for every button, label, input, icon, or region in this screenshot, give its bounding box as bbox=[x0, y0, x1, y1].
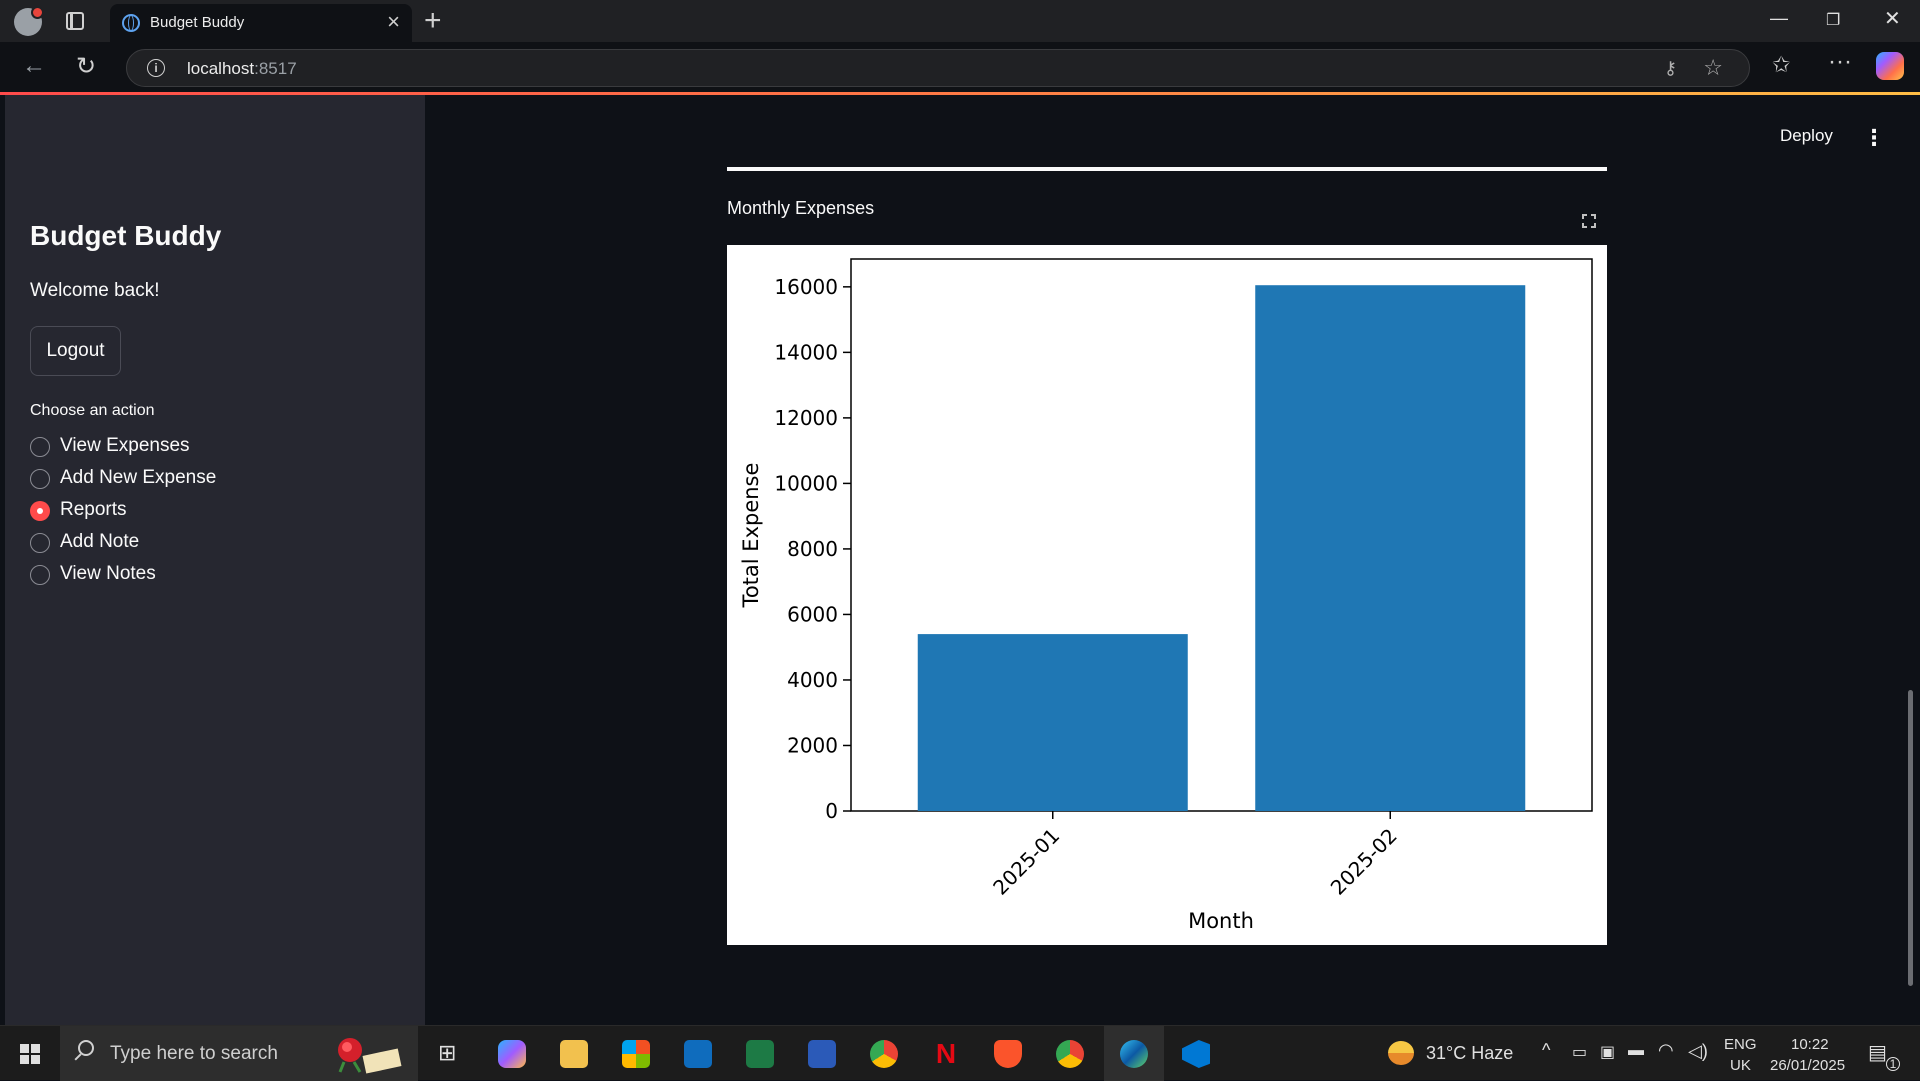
windows-start-icon[interactable] bbox=[20, 1044, 40, 1064]
action-radio-label: Choose an action bbox=[30, 402, 155, 419]
weather-text[interactable]: 31°C Haze bbox=[1426, 1043, 1514, 1063]
copilot-icon[interactable] bbox=[1876, 52, 1904, 80]
word-icon[interactable] bbox=[808, 1040, 836, 1068]
new-tab-icon[interactable]: + bbox=[424, 4, 442, 37]
edge-icon[interactable] bbox=[1120, 1040, 1148, 1068]
chrome-icon[interactable] bbox=[870, 1040, 898, 1068]
notification-icon[interactable]: ▤ bbox=[1868, 1042, 1887, 1064]
tab-close-icon[interactable]: × bbox=[387, 9, 400, 34]
bars bbox=[917, 285, 1526, 811]
welcome-text: Welcome back! bbox=[30, 280, 160, 301]
browser-tab[interactable]: Budget Buddy × bbox=[110, 4, 412, 42]
excel-icon[interactable] bbox=[746, 1040, 774, 1068]
battery-icon[interactable]: ▬ bbox=[1628, 1042, 1644, 1059]
y-tick-label: 8000 bbox=[787, 537, 838, 561]
radio-label: View Notes bbox=[60, 563, 156, 584]
chrome-profile-icon[interactable] bbox=[1056, 1040, 1084, 1068]
radio-button[interactable] bbox=[30, 437, 50, 457]
logout-button[interactable]: Logout bbox=[30, 326, 121, 376]
vscode-icon[interactable] bbox=[1182, 1040, 1210, 1068]
minimize-icon[interactable]: — bbox=[1770, 8, 1788, 28]
microsoft-store-icon[interactable] bbox=[622, 1040, 650, 1068]
language-bottom[interactable]: UK bbox=[1730, 1057, 1751, 1074]
x-tick-label: 2025-01 bbox=[988, 824, 1064, 900]
more-menu-icon[interactable]: ··· bbox=[1828, 48, 1852, 75]
y-tick-label: 10000 bbox=[774, 471, 838, 495]
radio-label: Add New Expense bbox=[60, 467, 217, 488]
radio-label: Add Note bbox=[60, 531, 140, 552]
reload-icon[interactable]: ↻ bbox=[76, 53, 97, 80]
radio-button[interactable] bbox=[30, 469, 50, 489]
chart-caption: Monthly Expenses bbox=[727, 198, 875, 218]
mail-icon[interactable] bbox=[684, 1040, 712, 1068]
taskbar-search-box[interactable]: Type here to search bbox=[60, 1026, 418, 1081]
radio-button[interactable] bbox=[30, 533, 50, 553]
url-input[interactable]: i localhost:8517 ⚷ ☆ bbox=[126, 49, 1750, 87]
expense-bar-chart: 0 2000 4000 6000 8000 10000 12000 14000 16000 20… bbox=[727, 245, 1607, 945]
back-icon[interactable]: ← bbox=[22, 52, 46, 79]
netflix-icon[interactable]: N bbox=[935, 1038, 957, 1069]
radio-button[interactable] bbox=[30, 565, 50, 585]
deploy-button[interactable]: Deploy bbox=[1780, 126, 1833, 145]
bar-2025-02 bbox=[1255, 285, 1526, 811]
radio-label: Reports bbox=[60, 499, 127, 520]
wifi-icon[interactable]: ◠ bbox=[1658, 1040, 1674, 1060]
globe-icon bbox=[122, 14, 140, 32]
y-tick-label: 14000 bbox=[774, 340, 838, 364]
task-view-icon[interactable]: ⊞ bbox=[438, 1040, 457, 1065]
page-scrollbar[interactable] bbox=[1908, 690, 1913, 986]
site-info-icon[interactable]: i bbox=[147, 59, 165, 77]
main-menu-icon[interactable]: ⋮ bbox=[1863, 125, 1885, 150]
clock-date[interactable]: 26/01/2025 bbox=[1770, 1057, 1846, 1074]
file-explorer-icon[interactable] bbox=[560, 1040, 588, 1068]
display-icon[interactable]: ▣ bbox=[1600, 1044, 1616, 1061]
volume-icon[interactable]: ◁) bbox=[1688, 1041, 1708, 1061]
tab-title: Budget Buddy bbox=[150, 14, 245, 31]
address-bar-row: ← ↻ i localhost:8517 ⚷ ☆ ✩ ··· bbox=[0, 42, 1920, 94]
sidebar bbox=[5, 95, 425, 1025]
y-axis: 0 2000 4000 6000 8000 10000 12000 14000 16000 bbox=[774, 275, 851, 823]
fullscreen-icon[interactable] bbox=[1581, 213, 1597, 229]
x-tick-label: 2025-02 bbox=[1326, 824, 1402, 900]
y-tick-label: 6000 bbox=[787, 602, 838, 626]
y-tick-label: 16000 bbox=[774, 275, 838, 299]
tab-actions-icon[interactable] bbox=[66, 12, 84, 30]
app-title: Budget Buddy bbox=[30, 220, 222, 251]
language-top[interactable]: ENG bbox=[1724, 1036, 1757, 1053]
radio-label: View Expenses bbox=[60, 435, 190, 456]
y-tick-label: 2000 bbox=[787, 733, 838, 757]
search-icon bbox=[78, 1040, 94, 1056]
y-tick-label: 4000 bbox=[787, 668, 838, 692]
y-tick-label: 12000 bbox=[774, 406, 838, 430]
app-loading-line bbox=[0, 92, 1920, 95]
windows-taskbar: Type here to search ⊞ N 31°C Haze ^ ▭ ▣ … bbox=[0, 1025, 1920, 1081]
close-window-icon[interactable]: ✕ bbox=[1884, 8, 1901, 30]
radio-button-selected[interactable] bbox=[30, 501, 50, 521]
browser-tab-bar: Budget Buddy × + — ❐ ✕ bbox=[0, 0, 1920, 42]
chart-svg: 0 2000 4000 6000 8000 10000 12000 14000 16000 20… bbox=[739, 258, 1593, 933]
bar-2025-01 bbox=[917, 634, 1188, 811]
restore-icon[interactable]: ❐ bbox=[1826, 12, 1841, 29]
x-axis-label: Month bbox=[1188, 909, 1254, 933]
meet-now-icon[interactable]: ▭ bbox=[1572, 1044, 1588, 1061]
y-axis-label: Total Expense bbox=[739, 463, 763, 609]
url-text: localhost:8517 bbox=[187, 59, 297, 78]
clock-time[interactable]: 10:22 bbox=[1791, 1036, 1829, 1053]
weather-icon[interactable] bbox=[1388, 1041, 1414, 1065]
favorites-icon[interactable]: ✩ bbox=[1772, 52, 1791, 77]
copilot-app-icon[interactable] bbox=[498, 1040, 526, 1068]
profile-avatar-icon[interactable] bbox=[14, 6, 44, 36]
plot-area-frame bbox=[850, 258, 1593, 812]
favorite-star-icon[interactable]: ☆ bbox=[1703, 55, 1723, 80]
rose-search-highlight-icon bbox=[338, 1038, 402, 1074]
password-key-icon[interactable]: ⚷ bbox=[1663, 58, 1677, 78]
y-tick-label: 0 bbox=[825, 799, 838, 823]
notification-count: 1 bbox=[1886, 1057, 1900, 1071]
x-axis: 2025-01 2025-02 bbox=[988, 811, 1402, 900]
search-placeholder: Type here to search bbox=[110, 1043, 278, 1064]
section-divider bbox=[727, 167, 1607, 171]
show-hidden-icons-icon[interactable]: ^ bbox=[1542, 1040, 1551, 1060]
brave-icon[interactable] bbox=[994, 1040, 1022, 1068]
